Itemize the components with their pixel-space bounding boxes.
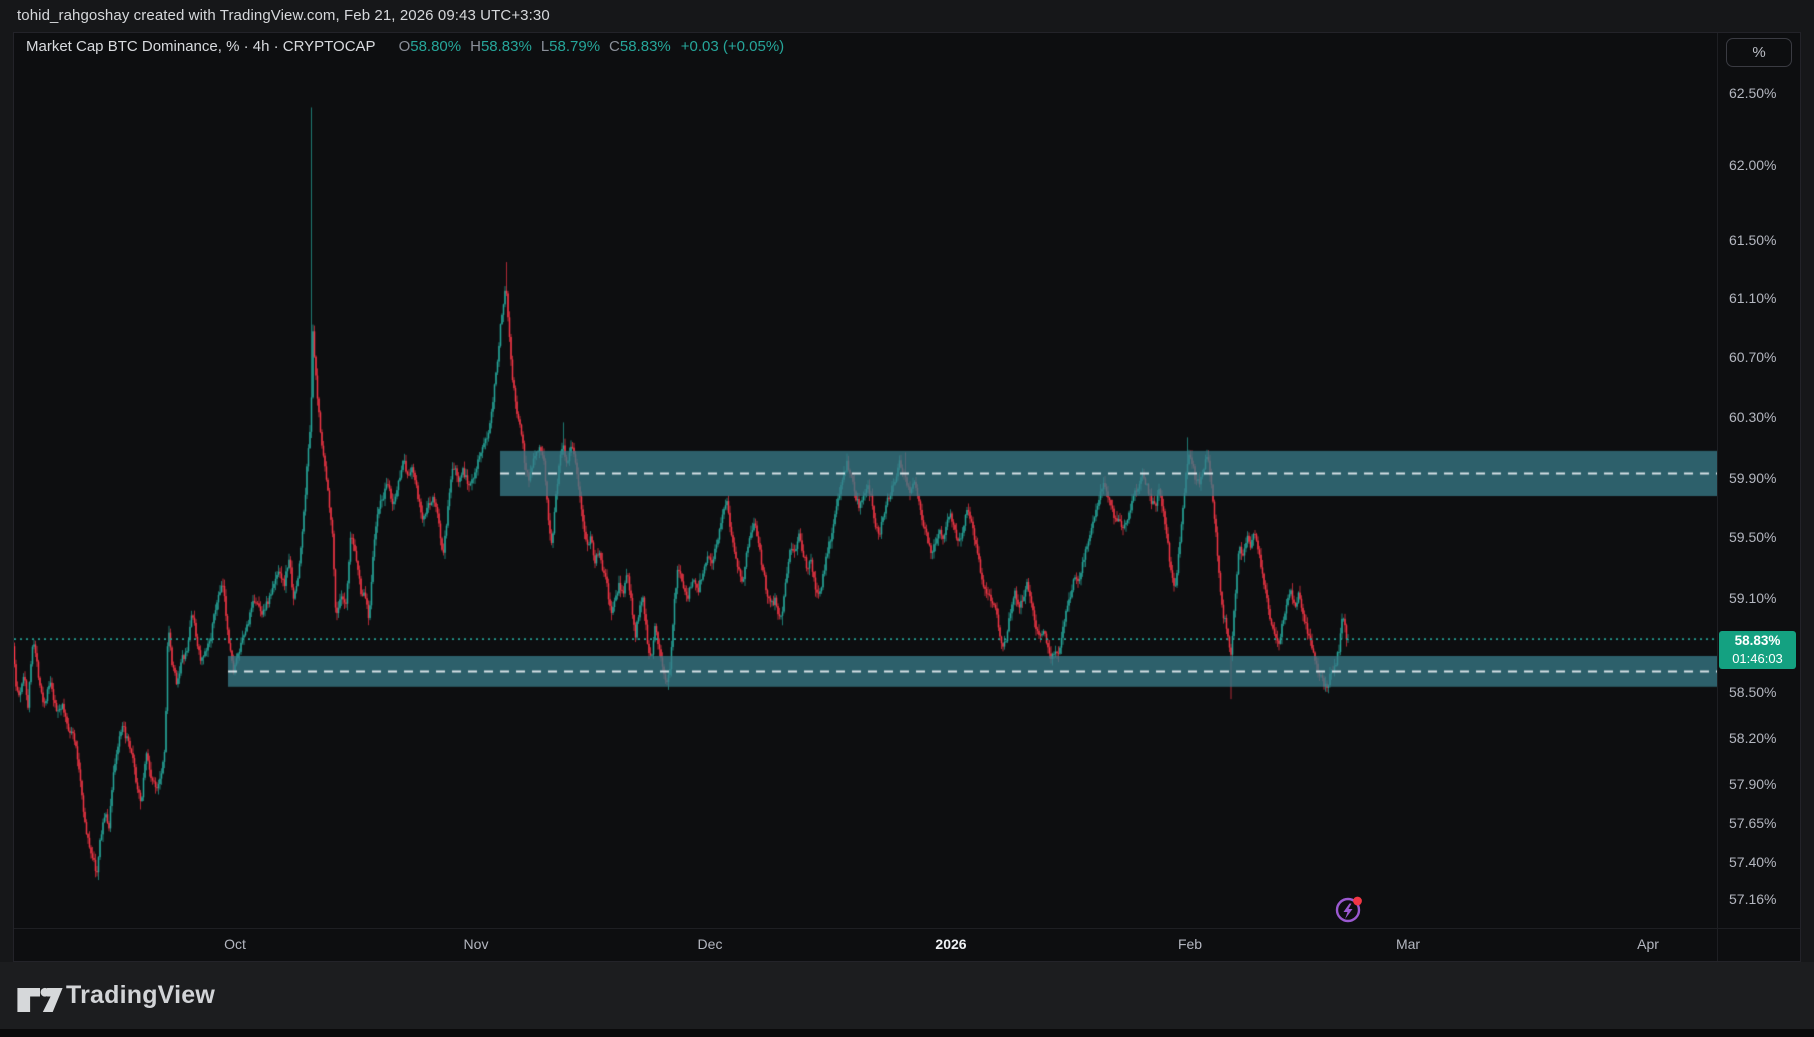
price-tick-label: 57.90%: [1729, 776, 1777, 792]
time-tick-label: Mar: [1395, 936, 1421, 952]
last-price-badge[interactable]: 58.83% 01:46:03: [1719, 631, 1796, 669]
footer-bar: TradingView: [0, 962, 1814, 1037]
price-axis-separator: [1717, 33, 1718, 961]
ohlc-value: 58.83%: [619, 38, 671, 55]
bar-countdown-timer: 01:46:03: [1732, 651, 1783, 666]
price-axis[interactable]: 62.50% 62.00% 61.50% 61.10% 60.70% 60.30% 59.9…: [1718, 33, 1800, 928]
symbol-title[interactable]: Market Cap BTC Dominance, % · 4h · CRYPT…: [26, 38, 376, 55]
ohlc-label: L: [540, 38, 550, 55]
ohlc-value: 58.79%: [549, 38, 601, 55]
chart-legend: Market Cap BTC Dominance, % · 4h · CRYPT…: [26, 38, 784, 55]
change-value: +0.03 (+0.05%): [680, 38, 785, 55]
time-axis-separator: [14, 928, 1800, 929]
time-axis[interactable]: Oct Nov Dec 2026 Feb Mar Apr: [14, 929, 1717, 961]
attribution-bar: tohid_rahgoshay created with TradingView…: [0, 0, 1814, 32]
price-tick-label: 61.50%: [1729, 232, 1777, 248]
price-tick-label: 59.10%: [1729, 590, 1777, 606]
lightning-boost-icon[interactable]: [1333, 893, 1365, 925]
time-tick-label: Dec: [697, 936, 723, 952]
time-tick-label: Apr: [1637, 936, 1659, 952]
attribution-text: tohid_rahgoshay created with TradingView…: [17, 7, 550, 24]
price-tick-label: 58.20%: [1729, 730, 1777, 746]
price-tick-label: 60.30%: [1729, 409, 1777, 425]
price-tick-label: 57.40%: [1729, 854, 1777, 870]
percent-scale-button[interactable]: %: [1726, 38, 1792, 67]
ohlc-label: H: [470, 38, 481, 55]
price-tick-label: 57.65%: [1729, 815, 1777, 831]
ohlc-value: 58.80%: [410, 38, 462, 55]
ohlc-value: 58.83%: [480, 38, 532, 55]
last-price-value: 58.83%: [1734, 633, 1781, 648]
ohlc-label: O: [398, 38, 411, 55]
price-tick-label: 57.16%: [1729, 891, 1777, 907]
price-tick-label: 61.10%: [1729, 290, 1777, 306]
ohlc-label: C: [609, 38, 620, 55]
tradingview-wordmark[interactable]: TradingView: [66, 981, 216, 1009]
bottom-strip: [0, 1029, 1814, 1037]
time-tick-label: Oct: [224, 936, 246, 952]
time-tick-label: Feb: [1177, 936, 1203, 952]
price-tick-label: 58.50%: [1729, 684, 1777, 700]
price-tick-label: 60.70%: [1729, 349, 1777, 365]
candlestick-chart[interactable]: [14, 33, 1717, 928]
price-tick-label: 62.00%: [1729, 157, 1777, 173]
price-tick-label: 59.90%: [1729, 470, 1777, 486]
price-tick-label: 59.50%: [1729, 529, 1777, 545]
time-tick-label: 2026: [935, 936, 967, 952]
time-tick-label: Nov: [463, 936, 489, 952]
price-tick-label: 62.50%: [1729, 85, 1777, 101]
tradingview-logo-icon[interactable]: [16, 982, 64, 1023]
ohlc-values: O58.80% H58.83% L58.79% C58.83%: [390, 38, 671, 55]
